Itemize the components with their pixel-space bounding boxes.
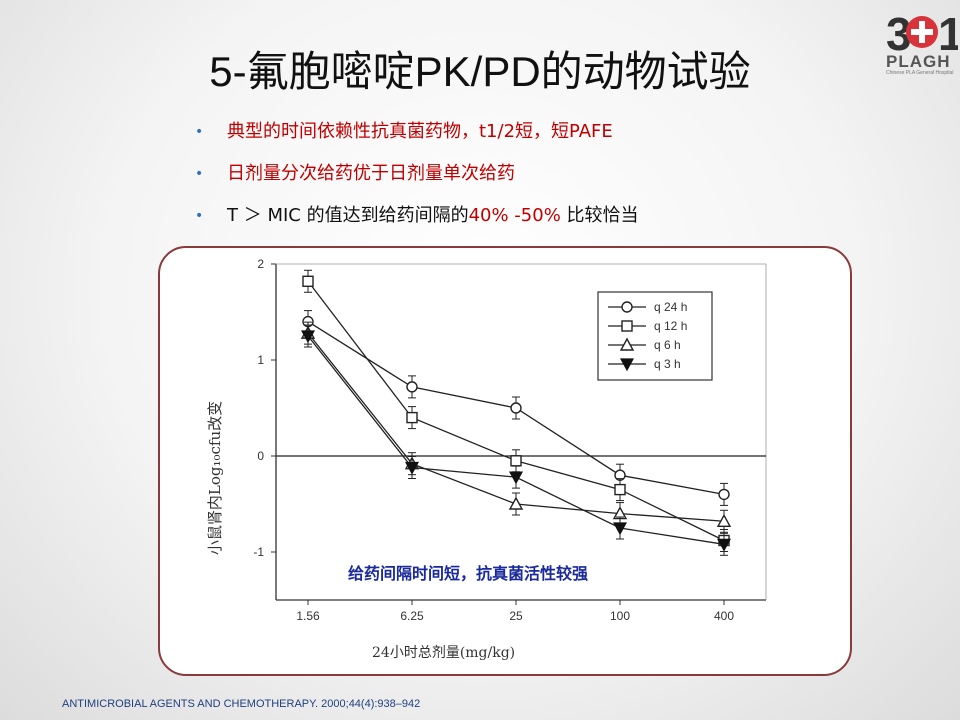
x-tick-label: 25 xyxy=(509,609,523,623)
data-point xyxy=(406,411,418,424)
y-tick-label: 1 xyxy=(257,353,264,367)
legend-label: q 3 h xyxy=(654,357,681,371)
x-axis-label: 24小时总剂量(mg/kg) xyxy=(372,645,516,661)
data-point xyxy=(406,381,418,393)
x-tick-label: 100 xyxy=(610,609,630,623)
data-point xyxy=(612,522,628,536)
data-point xyxy=(508,471,524,485)
bullet-highlight: 40% -50% xyxy=(468,205,561,226)
citation: ANTIMICROBIAL AGENTS AND CHEMOTHERAPY. 2… xyxy=(62,698,421,710)
legend-marker xyxy=(621,301,633,313)
legend-marker xyxy=(621,320,633,332)
bullet-text: 典型的时间依赖性抗真菌药物，t1/2短，短PAFE xyxy=(227,121,613,142)
y-tick-label: 0 xyxy=(257,449,264,463)
bullet-list: 典型的时间依赖性抗真菌药物，t1/2短，短PAFE 日剂量分次给药优于日剂量单次… xyxy=(195,116,639,242)
y-tick-label: -1 xyxy=(253,545,264,559)
legend-label: q 24 h xyxy=(654,300,687,314)
logo-subtext: Chinese PLA General Hospital xyxy=(886,70,954,76)
data-point xyxy=(614,483,626,496)
legend-marker xyxy=(619,358,635,372)
data-point xyxy=(718,488,730,501)
legend-marker xyxy=(619,337,635,351)
bullet-item: 日剂量分次给药优于日剂量单次给药 xyxy=(195,158,639,200)
bullet-item: T ＞ MIC 的值达到给药间隔的40% -50% 比较恰当 xyxy=(195,200,639,242)
y-axis-label: 小鼠肾内Log₁₀cfu改变 xyxy=(206,400,224,556)
bullet-text: 日剂量分次给药优于日剂量单次给药 xyxy=(227,163,515,184)
data-point xyxy=(716,538,732,552)
data-point xyxy=(510,455,522,467)
bullet-text: T ＞ MIC 的值达到给药间隔的 xyxy=(227,205,469,226)
legend-label: q 12 h xyxy=(654,319,687,333)
data-point xyxy=(716,513,732,527)
svg-text:1: 1 xyxy=(938,8,958,60)
legend-label: q 6 h xyxy=(654,338,681,352)
data-point xyxy=(302,275,314,287)
dose-response-chart: 2 1 0 -1 1.56 6.25 25 100 400 q 24 h q 12 h q 6 h q … xyxy=(253,257,767,623)
x-tick-label: 1.56 xyxy=(296,609,320,623)
chart-annotation: 给药间隔时间短，抗真菌活性较强 xyxy=(348,564,589,583)
hospital-logo: 3 1 xyxy=(886,8,958,60)
x-tick-label: 6.25 xyxy=(400,609,424,623)
y-tick-label: 2 xyxy=(257,257,264,271)
bullet-text-end: 比较恰当 xyxy=(560,205,639,226)
x-tick-label: 400 xyxy=(714,609,734,623)
bullet-item: 典型的时间依赖性抗真菌药物，t1/2短，短PAFE xyxy=(195,116,639,158)
chart-panel xyxy=(158,246,852,676)
slide-title: 5-氟胞嘧啶PK/PD的动物试验 xyxy=(209,48,751,95)
data-point xyxy=(510,402,522,414)
data-point xyxy=(300,330,316,344)
data-point xyxy=(404,461,420,475)
data-point xyxy=(508,496,524,510)
logo-text: PLAGH xyxy=(886,52,951,71)
